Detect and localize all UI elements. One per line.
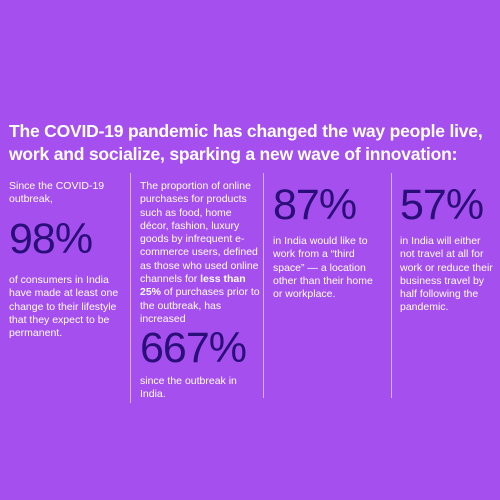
stat-column-business-travel: 57% in India will either not travel at a… bbox=[391, 173, 500, 398]
headline: The COVID-19 pandemic has changed the wa… bbox=[9, 121, 483, 164]
stat-column-lifestyle: Since the COVID-19 outbreak, 98% of cons… bbox=[9, 173, 127, 403]
stat-value: 98% bbox=[9, 215, 93, 263]
stat-column-third-space: 87% in India would like to work from a “… bbox=[263, 173, 393, 398]
stat-description: The proportion of online purchases for p… bbox=[140, 180, 262, 326]
stat-column-online-purchases: The proportion of online purchases for p… bbox=[130, 173, 262, 403]
stat-value: 87% bbox=[273, 181, 357, 229]
stat-description: in India would like to work from a “thir… bbox=[273, 235, 373, 301]
stat-intro: Since the COVID-19 outbreak, bbox=[9, 180, 105, 206]
stat-description-text-end: of purchases prior to the outbreak, has … bbox=[140, 286, 260, 325]
stat-description: in India will either not travel at all f… bbox=[400, 235, 493, 314]
stat-description-text: The proportion of online purchases for p… bbox=[140, 180, 259, 286]
stat-description-emphasis: less than 25% bbox=[140, 273, 246, 299]
stat-description: of consumers in India have made at least… bbox=[9, 274, 119, 340]
stat-value: 667% bbox=[140, 324, 247, 372]
stat-value: 57% bbox=[400, 181, 484, 229]
stats-row: Since the COVID-19 outbreak, 98% of cons… bbox=[0, 173, 500, 403]
stat-tail: since the outbreak in India. bbox=[140, 375, 237, 401]
